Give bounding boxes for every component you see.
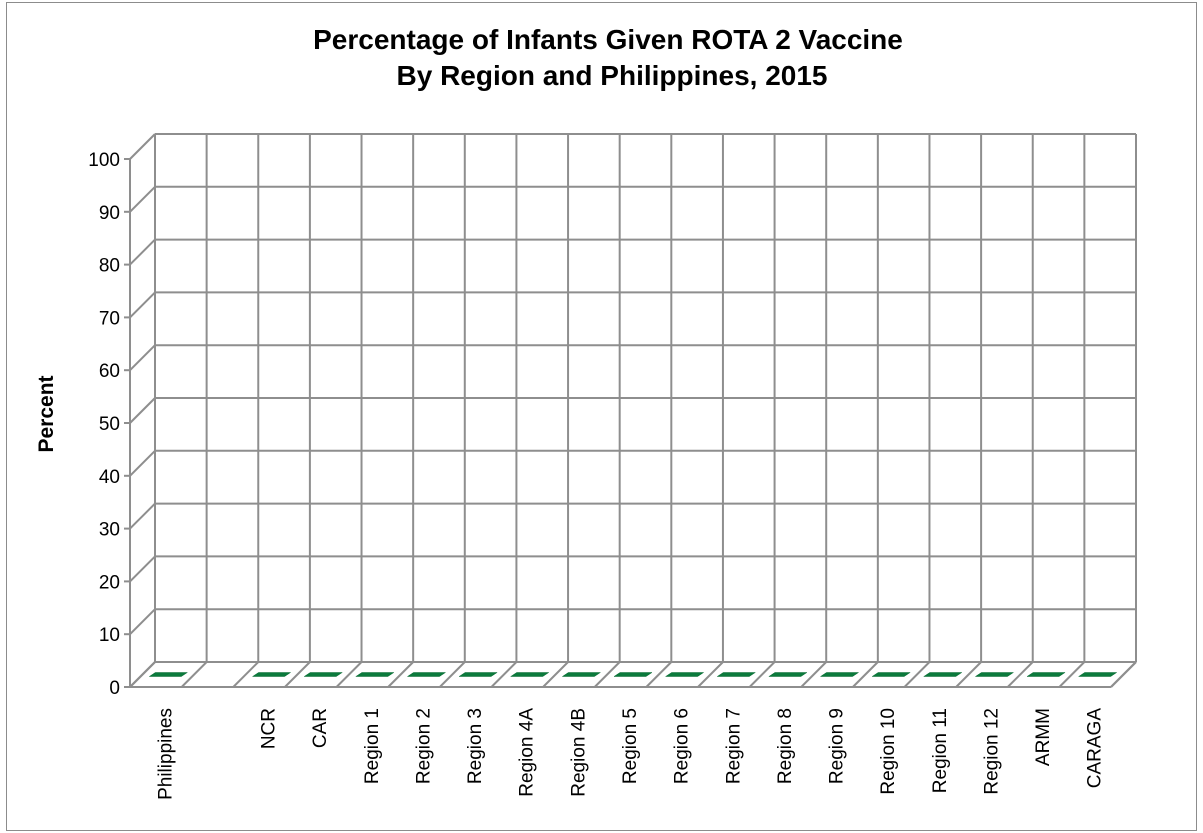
x-category-label: Region 12 [981, 708, 1002, 795]
y-tick-label: 20 [99, 572, 120, 593]
x-category-label: Region 1 [362, 708, 383, 784]
floor-separator [129, 661, 156, 688]
floor-separator [387, 661, 414, 688]
x-category-label: Philippines [155, 708, 176, 800]
gridline-side [129, 555, 156, 583]
y-tick-label: 70 [99, 308, 120, 329]
floor-separator [852, 661, 879, 688]
floor-separator [232, 661, 259, 688]
floor-separator [800, 661, 827, 688]
chart-frame [6, 2, 1197, 831]
floor-separator [593, 661, 621, 688]
y-axis-ticks: 0 10 20 30 40 50 60 70 80 90 100 [88, 150, 120, 699]
y-tick-label: 50 [99, 414, 120, 435]
y-tick-label: 30 [99, 520, 120, 541]
bar-region-7 [716, 672, 757, 677]
x-category-label: NCR [259, 708, 280, 749]
x-category-label: Region 8 [775, 708, 796, 784]
bar-region-10 [871, 672, 911, 677]
floor-separator [697, 661, 724, 688]
x-category-label: Region 4B [568, 708, 589, 797]
x-category-label: ARMM [1033, 708, 1054, 766]
bar-region-9 [819, 672, 860, 677]
bar-caraga [1077, 672, 1118, 677]
y-tick-label: 0 [109, 678, 120, 699]
bar-ncr [251, 672, 292, 677]
gridline-side [129, 450, 156, 477]
floor-separator [955, 661, 982, 688]
floor-separator [1007, 661, 1034, 688]
floor-separator [1058, 661, 1086, 688]
floor-separator [1110, 661, 1137, 688]
bar-philippines [148, 672, 189, 677]
bar-region-2 [406, 672, 447, 677]
bars [148, 672, 1118, 677]
bar-region-6 [664, 672, 705, 677]
gridline-side [129, 344, 156, 371]
bar-region-4b [561, 672, 602, 677]
floor-separator [645, 661, 673, 688]
floor-separator [180, 661, 208, 688]
floor-separator [335, 661, 363, 688]
x-category-label: Region 4A [517, 708, 538, 797]
y-tick-label: 90 [99, 203, 120, 224]
floor-separator [284, 661, 311, 688]
gridline-side [129, 238, 156, 266]
gridline-side [129, 291, 156, 319]
bar-region-11 [922, 672, 963, 677]
x-category-label: Region 9 [827, 708, 848, 784]
bar-car [303, 672, 344, 677]
y-tick-label: 80 [99, 256, 120, 277]
floor-separator [439, 661, 466, 688]
bar-region-4a [509, 672, 550, 677]
x-category-label: CARAGA [1085, 708, 1106, 789]
gridline-side [129, 502, 156, 530]
gridline-side [129, 133, 156, 160]
y-tick-label: 100 [88, 150, 120, 171]
x-category-label: Region 11 [930, 708, 951, 793]
x-category-label: CAR [310, 708, 331, 748]
x-category-label: Region 3 [465, 708, 486, 784]
floor-separator [748, 661, 776, 688]
x-category-label: Region 2 [413, 708, 434, 784]
chart-title-line-1: Percentage of Infants Given ROTA 2 Vacci… [313, 24, 903, 55]
y-tick-label: 10 [99, 625, 120, 646]
gridline-side [129, 186, 156, 213]
y-axis-title: Percent [35, 375, 58, 452]
bar-region-8 [768, 672, 808, 677]
floor-separator [542, 661, 569, 688]
gridlines [124, 133, 1137, 688]
gridline-side [129, 608, 156, 635]
x-category-label: Region 5 [620, 708, 641, 784]
x-category-label: Region 7 [723, 708, 744, 784]
x-category-label: Region 10 [878, 708, 899, 795]
bar-region-3 [458, 672, 498, 677]
bar-region-1 [355, 672, 395, 677]
gridline-side [129, 397, 156, 424]
bar-region-12 [974, 672, 1015, 677]
chart-title: Percentage of Infants Given ROTA 2 Vacci… [313, 24, 903, 91]
floor-separator [490, 661, 518, 688]
y-tick-label: 60 [99, 361, 120, 382]
y-tick-label: 40 [99, 467, 120, 488]
floor-separator [903, 661, 931, 688]
chart-title-line-2: By Region and Philippines, 2015 [397, 60, 828, 91]
bar-armm [1026, 672, 1066, 677]
x-axis-categories: Philippines NCR CAR Region 1 Region 2 Region … [155, 708, 1105, 800]
x-category-label: Region 6 [672, 708, 693, 784]
bar-region-5 [613, 672, 653, 677]
